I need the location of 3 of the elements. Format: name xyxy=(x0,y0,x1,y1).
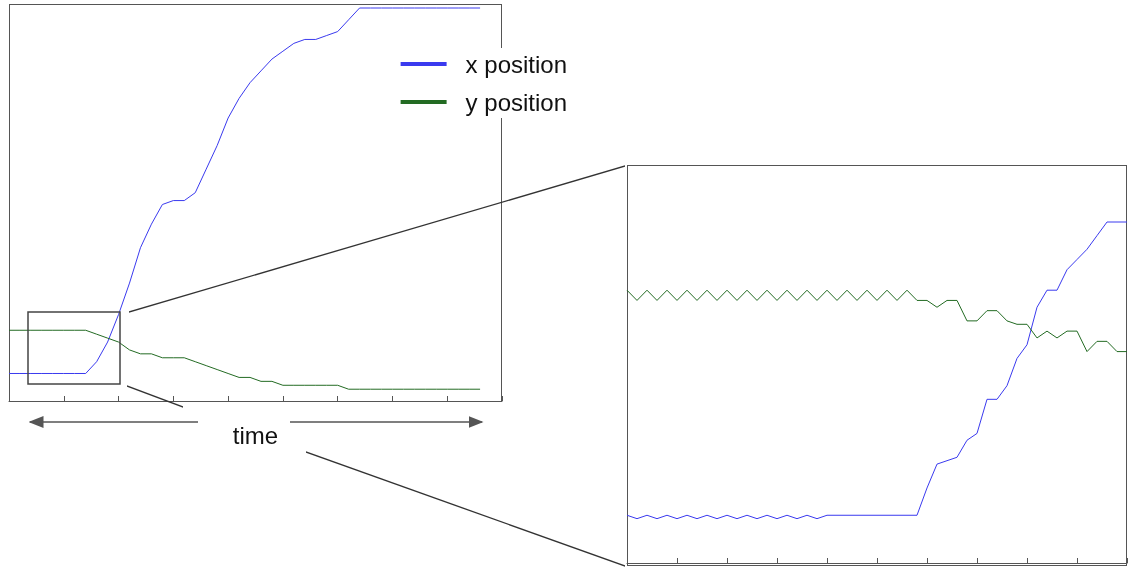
legend-label: x position xyxy=(465,50,567,78)
legend-label: y position xyxy=(465,88,567,116)
x-axis-title: time xyxy=(232,421,279,449)
